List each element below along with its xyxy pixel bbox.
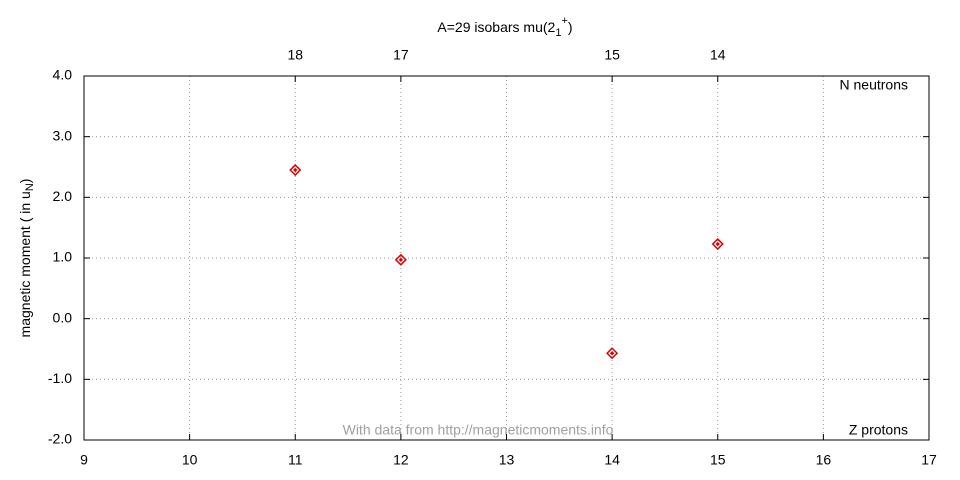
x-tick-label: 17 [921, 452, 937, 468]
y-tick-label: -2.0 [48, 431, 72, 447]
point [606, 347, 619, 360]
point [289, 163, 302, 177]
y-tick-label: 1.0 [53, 249, 73, 265]
point-marker [394, 253, 407, 266]
plot-border [83, 75, 930, 441]
y-axis-label: magnetic moment ( in uN) [17, 179, 36, 338]
point [711, 237, 724, 251]
title-sup: + [561, 15, 567, 27]
y-tick-label: 3.0 [53, 127, 73, 143]
point-center [398, 257, 404, 263]
point-marker [606, 347, 619, 360]
x-tick-label: 11 [288, 452, 303, 468]
y-tick-label: 2.0 [53, 188, 73, 204]
x2-tick-label: 18 [287, 47, 303, 63]
x-tick-label: 14 [604, 452, 620, 468]
point [394, 253, 407, 266]
y-label-end: ) [17, 179, 33, 184]
y-label-sub: N [24, 183, 36, 191]
y-tick-label: -1.0 [48, 370, 72, 386]
x-tick-label: 10 [182, 452, 198, 468]
point-marker [711, 237, 724, 251]
title-end: ) [568, 19, 573, 35]
bottom-right-annotation: Z protons [849, 422, 908, 438]
title-sub: 1 [555, 27, 561, 39]
top-right-annotation: N neutrons [840, 77, 908, 93]
point-marker [289, 163, 302, 177]
credit: With data from http://magneticmoments.in… [343, 422, 614, 438]
x-tick-label: 16 [816, 452, 832, 468]
point-center [609, 351, 615, 356]
y-tick-label: 4.0 [53, 67, 73, 83]
y-label-text: magnetic moment ( in u [17, 191, 33, 337]
title-text: A=29 isobars mu(2 [437, 19, 555, 35]
x-tick-label: 13 [499, 452, 515, 468]
x2-tick-label: 15 [604, 47, 620, 63]
point-center [293, 167, 298, 173]
x2-tick-label: 14 [710, 47, 726, 63]
point-center [715, 241, 720, 247]
chart-title: A=29 isobars mu(21+) [437, 15, 572, 39]
y-tick-label: 0.0 [53, 309, 73, 325]
x2-tick-label: 17 [393, 47, 409, 63]
x-tick-label: 15 [710, 452, 726, 468]
x-tick-label: 9 [80, 452, 88, 468]
x-tick-label: 12 [393, 452, 409, 468]
